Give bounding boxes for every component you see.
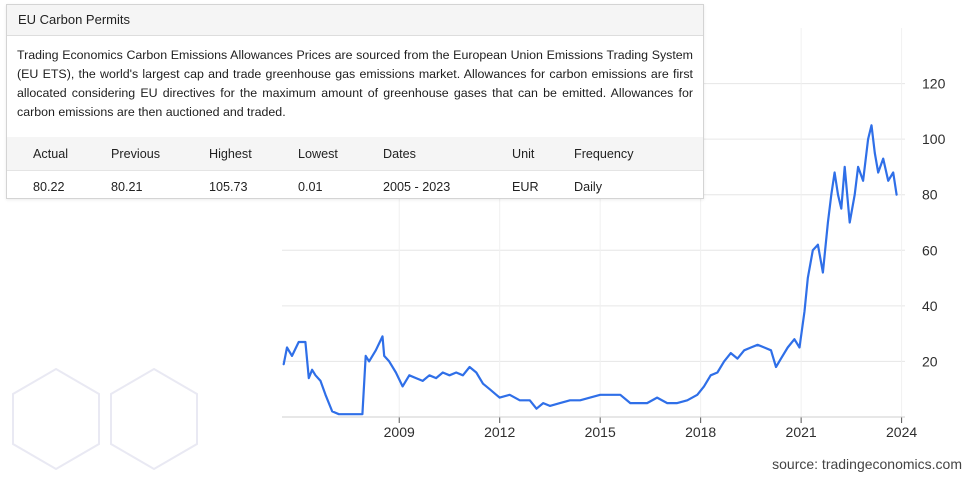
value-previous: 80.21 bbox=[111, 170, 209, 202]
x-tick-label: 2024 bbox=[886, 424, 917, 440]
x-axis-ticks: 2009 2012 2015 2018 2021 2024 bbox=[384, 424, 918, 440]
series-line bbox=[282, 124, 898, 416]
y-tick-label: 100 bbox=[922, 131, 946, 147]
y-axis-ticks: 20 40 60 80 100 120 bbox=[922, 76, 946, 370]
header-previous: Previous bbox=[111, 137, 209, 171]
value-actual: 80.22 bbox=[7, 170, 111, 202]
logo-hexagon-left bbox=[12, 367, 100, 471]
header-frequency: Frequency bbox=[574, 137, 703, 171]
source-label: source: tradingeconomics.com bbox=[772, 456, 962, 472]
value-dates: 2005 - 2023 bbox=[383, 170, 512, 202]
header-unit: Unit bbox=[512, 137, 574, 171]
y-tick-label: 60 bbox=[922, 242, 938, 258]
y-tick-label: 80 bbox=[922, 187, 938, 203]
x-tick-label: 2018 bbox=[685, 424, 716, 440]
axes bbox=[282, 416, 905, 423]
header-highest: Highest bbox=[209, 137, 298, 171]
x-tick-label: 2021 bbox=[786, 424, 817, 440]
value-highest: 105.73 bbox=[209, 170, 298, 202]
x-tick-label: 2009 bbox=[384, 424, 415, 440]
stats-table: Actual Previous Highest Lowest Dates Uni… bbox=[7, 137, 703, 202]
value-lowest: 0.01 bbox=[298, 170, 383, 202]
y-tick-label: 120 bbox=[922, 76, 946, 92]
x-tick-label: 2012 bbox=[484, 424, 515, 440]
panel-title: EU Carbon Permits bbox=[7, 5, 703, 36]
y-tick-label: 20 bbox=[922, 353, 938, 369]
header-dates: Dates bbox=[383, 137, 512, 171]
watermark-logo bbox=[12, 367, 198, 471]
value-unit: EUR bbox=[512, 170, 574, 202]
panel-description: Trading Economics Carbon Emissions Allow… bbox=[17, 48, 693, 119]
stats-value-row: 80.22 80.21 105.73 0.01 2005 - 2023 EUR … bbox=[7, 170, 703, 202]
header-lowest: Lowest bbox=[298, 137, 383, 171]
x-tick-label: 2015 bbox=[585, 424, 616, 440]
logo-hexagon-right bbox=[110, 367, 198, 471]
header-actual: Actual bbox=[7, 137, 111, 171]
info-panel: EU Carbon Permits Trading Economics Carb… bbox=[6, 4, 704, 202]
value-frequency: Daily bbox=[574, 170, 703, 202]
y-tick-label: 40 bbox=[922, 298, 938, 314]
stats-header-row: Actual Previous Highest Lowest Dates Uni… bbox=[7, 137, 703, 171]
